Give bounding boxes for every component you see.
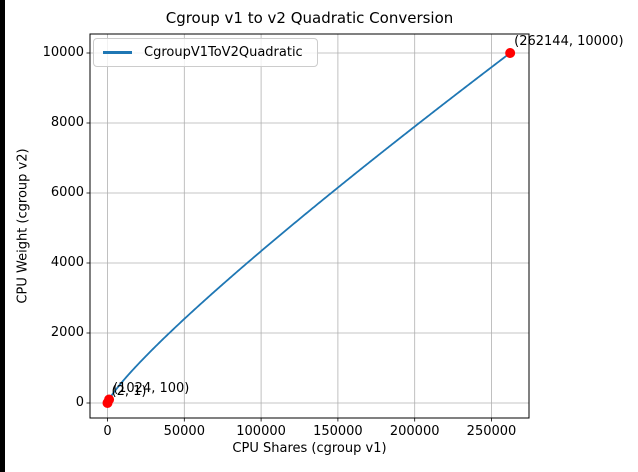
- point-annotation: (1024, 100): [113, 380, 190, 396]
- data-point-marker: [104, 394, 115, 405]
- x-tick-label: 200000: [389, 424, 440, 439]
- y-tick-label: 10000: [42, 45, 84, 60]
- x-tick-label: 100000: [236, 424, 286, 439]
- legend-line-sample: [103, 51, 132, 54]
- x-tick-label: 50000: [163, 424, 205, 439]
- conversion-curve: [106, 52, 512, 404]
- y-tick-label: 6000: [50, 185, 84, 200]
- chart-title: Cgroup v1 to v2 Quadratic Conversion: [165, 9, 454, 27]
- legend: CgroupV1ToV2Quadratic: [93, 38, 318, 67]
- y-tick-label: 4000: [50, 255, 84, 270]
- y-tick-label: 0: [75, 395, 84, 410]
- y-tick-label: 8000: [50, 115, 84, 130]
- x-tick-label: 0: [103, 424, 112, 439]
- window-border-left: [0, 0, 5, 472]
- legend-label: CgroupV1ToV2Quadratic: [144, 45, 303, 60]
- data-point-marker: [505, 48, 516, 58]
- axes-spines: [89, 33, 530, 419]
- point-annotation: (2, 1): [111, 383, 147, 399]
- x-tick-label: 150000: [313, 424, 363, 439]
- y-axis-label: CPU Weight (cgroup v2): [15, 148, 31, 304]
- y-tick-label: 2000: [50, 325, 84, 340]
- x-axis-label: CPU Shares (cgroup v1): [232, 441, 387, 456]
- point-annotation: (262144, 10000): [514, 34, 624, 49]
- x-tick-label: 250000: [466, 424, 517, 439]
